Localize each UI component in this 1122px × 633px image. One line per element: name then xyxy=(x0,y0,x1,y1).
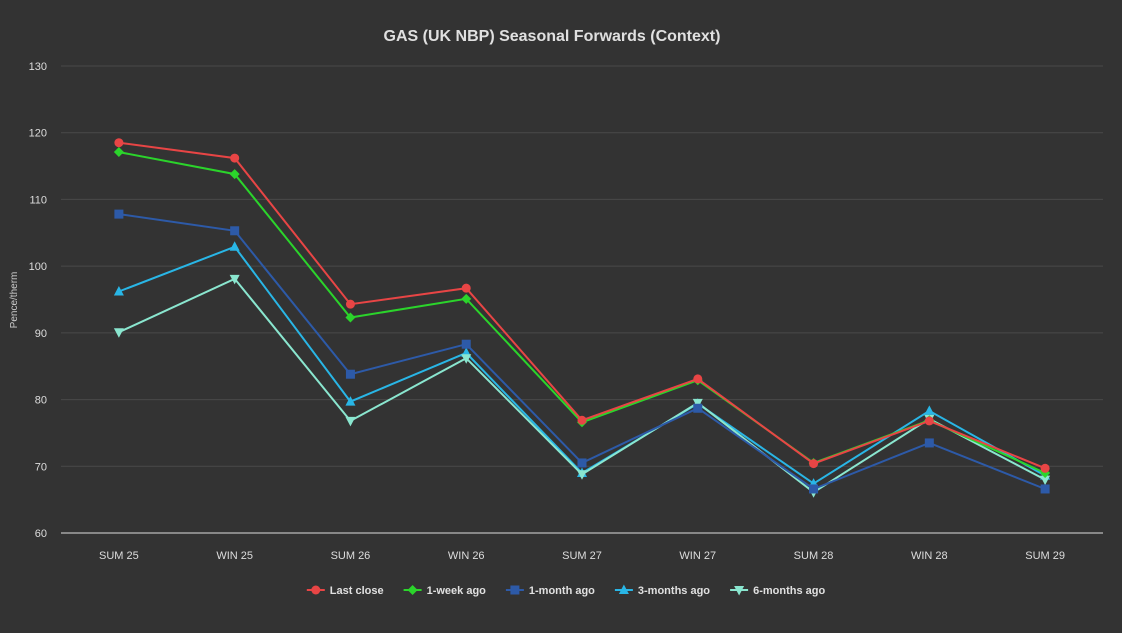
data-point xyxy=(229,241,240,251)
series-last-close xyxy=(114,138,1050,473)
data-point xyxy=(345,369,355,379)
data-point xyxy=(1040,484,1050,494)
data-point xyxy=(577,458,587,468)
series-layer xyxy=(113,138,1051,498)
y-tick-label: 70 xyxy=(35,461,47,473)
legend-marker xyxy=(618,584,629,594)
legend-label: 1-month ago xyxy=(529,585,595,597)
data-point xyxy=(1040,463,1050,473)
data-point xyxy=(577,415,587,425)
series-1-month-ago xyxy=(114,209,1050,494)
legend-marker xyxy=(407,585,418,595)
data-point xyxy=(230,226,240,236)
data-point xyxy=(461,293,472,304)
x-tick-label: WIN 26 xyxy=(448,550,485,562)
legend-item[interactable]: Last close xyxy=(306,585,384,597)
data-point xyxy=(693,374,703,384)
data-point xyxy=(809,459,819,469)
y-axis-title: Pence/therm xyxy=(9,272,20,329)
data-point xyxy=(345,299,355,309)
data-point xyxy=(113,328,124,338)
data-point xyxy=(230,153,240,163)
legend-marker xyxy=(311,585,321,595)
legend-item[interactable]: 1-week ago xyxy=(403,585,487,597)
legend-marker xyxy=(510,585,520,595)
legend-item[interactable]: 1-month ago xyxy=(505,585,595,597)
y-tick-label: 90 xyxy=(35,328,47,340)
legend-item[interactable]: 6-months ago xyxy=(730,585,825,597)
y-tick-label: 100 xyxy=(29,261,47,273)
x-tick-label: SUM 27 xyxy=(562,550,602,562)
legend-label: Last close xyxy=(330,585,384,597)
x-tick-label: SUM 29 xyxy=(1025,550,1065,562)
y-tick-label: 60 xyxy=(35,528,47,540)
y-tick-label: 110 xyxy=(29,194,47,206)
data-point xyxy=(693,403,703,413)
series-line xyxy=(118,245,1046,485)
data-point xyxy=(113,147,124,158)
x-tick-label: SUM 26 xyxy=(331,550,371,562)
legend-label: 3-months ago xyxy=(638,585,710,597)
data-point xyxy=(345,396,356,406)
data-point xyxy=(345,416,356,427)
data-point xyxy=(461,354,472,364)
chart-title: GAS (UK NBP) Seasonal Forwards (Context) xyxy=(384,28,721,45)
y-axis-ticks: 60 70 80 90 100 110 120 130 xyxy=(29,61,47,540)
legend-marker xyxy=(734,586,745,596)
x-tick-label: WIN 27 xyxy=(679,550,716,562)
x-axis-ticks: SUM 25 WIN 25 SUM 26 WIN 26 SUM 27 WIN 27 SUM … xyxy=(99,550,1065,562)
data-point xyxy=(692,398,703,409)
legend-item[interactable]: 3-months ago xyxy=(614,584,710,598)
data-point xyxy=(114,209,124,219)
y-tick-label: 120 xyxy=(29,128,47,140)
x-tick-label: WIN 28 xyxy=(911,550,948,562)
y-tick-label: 80 xyxy=(35,395,47,407)
y-tick-label: 130 xyxy=(29,61,47,73)
data-point xyxy=(113,285,124,296)
data-point xyxy=(229,274,240,285)
x-tick-label: SUM 25 xyxy=(99,550,139,562)
legend-label: 6-months ago xyxy=(753,585,825,597)
data-point xyxy=(924,438,934,448)
data-point xyxy=(461,283,471,293)
data-point xyxy=(229,169,240,180)
data-point xyxy=(809,484,819,494)
data-point xyxy=(345,312,356,323)
data-point xyxy=(1040,475,1051,486)
data-point xyxy=(461,339,471,349)
x-tick-label: WIN 25 xyxy=(216,550,253,562)
data-point xyxy=(924,405,935,415)
data-point xyxy=(577,470,587,480)
series-line xyxy=(118,213,1046,491)
data-point xyxy=(924,416,934,426)
data-point xyxy=(114,138,124,148)
grid-lines xyxy=(61,65,1103,534)
x-tick-label: SUM 28 xyxy=(794,550,834,562)
legend: Last close 1-week ago 1-month ago 3-months … xyxy=(306,584,825,598)
legend-label: 1-week ago xyxy=(427,585,487,597)
